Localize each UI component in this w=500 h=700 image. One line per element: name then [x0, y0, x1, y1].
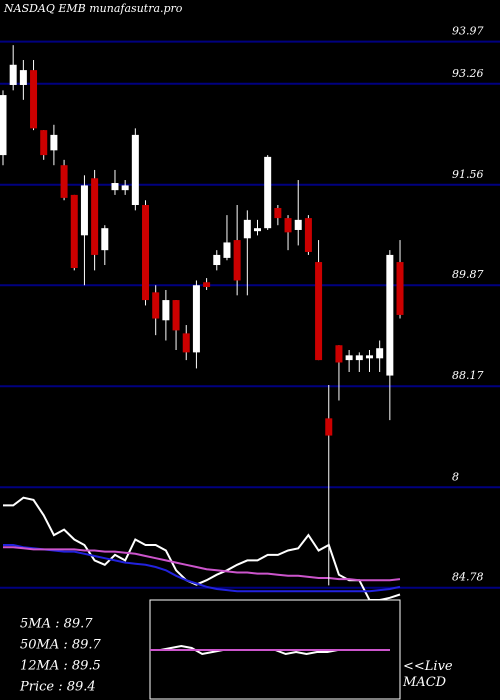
- y-tick-label: 84.78: [452, 571, 484, 584]
- candle-body: [30, 70, 38, 129]
- candle-body: [243, 219, 251, 239]
- candle-body: [91, 178, 99, 255]
- indicator-line: [3, 496, 401, 601]
- candle-body: [192, 285, 200, 353]
- candle-body: [274, 207, 282, 219]
- candle-body: [9, 64, 17, 85]
- indicator-line: [3, 546, 401, 582]
- candle-body: [162, 300, 170, 321]
- candle-body: [264, 156, 272, 229]
- macd-label: <<Live MACD: [402, 659, 453, 690]
- candle-body: [376, 348, 384, 359]
- candle-body: [335, 345, 343, 363]
- candle-body: [60, 165, 68, 198]
- candle-body: [365, 355, 373, 359]
- candle-body: [284, 218, 292, 233]
- candle-body: [213, 254, 221, 266]
- candle-body: [70, 194, 78, 268]
- candle-body: [142, 205, 150, 301]
- candle-body: [121, 185, 129, 191]
- y-tick-label: 91.56: [452, 168, 484, 181]
- stat-label: Price : 89.4: [19, 680, 96, 695]
- candle-body: [40, 130, 48, 156]
- candle-body: [325, 418, 333, 436]
- candle-body: [19, 70, 27, 85]
- y-tick-label: 89.87: [452, 268, 484, 281]
- stat-label: 12MA : 89.5: [20, 659, 101, 674]
- stat-label: 50MA : 89.7: [20, 638, 102, 653]
- y-tick-label: 93.26: [452, 67, 484, 80]
- candle-body: [294, 219, 302, 230]
- stat-label: 5MA : 89.7: [20, 617, 93, 632]
- candle-body: [111, 183, 119, 191]
- candle-body: [203, 282, 211, 288]
- candle-body: [355, 355, 363, 361]
- candle-body: [0, 95, 7, 156]
- candle-body: [152, 292, 160, 319]
- candle-body: [304, 218, 312, 252]
- candle-body: [50, 134, 58, 151]
- candle-body: [345, 355, 353, 361]
- candle-body: [182, 333, 190, 353]
- candle-body: [223, 242, 231, 258]
- y-tick-label: 93.97: [452, 25, 484, 38]
- candle-body: [233, 240, 241, 281]
- y-tick-label: 88.17: [452, 369, 484, 382]
- candle-body: [172, 300, 180, 331]
- candle-body: [254, 228, 261, 232]
- candle-body: [315, 262, 323, 361]
- chart-title: NASDAQ EMB munafasutra.pro: [3, 2, 183, 15]
- indicator-line: [3, 544, 401, 593]
- candle-body: [101, 228, 109, 251]
- candle-body: [396, 262, 404, 315]
- y-tick-label: 8: [452, 470, 459, 483]
- candle-body: [386, 254, 394, 376]
- candle-body: [80, 185, 88, 236]
- candle-body: [131, 134, 139, 206]
